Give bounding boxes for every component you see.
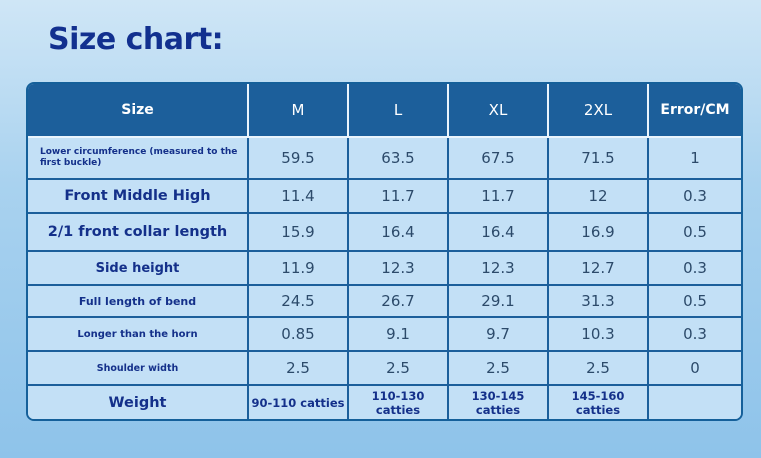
header-m: M	[248, 84, 349, 138]
table-cell: 16.9	[548, 213, 649, 252]
table-cell: 10.3	[548, 317, 649, 352]
row-label: Weight	[28, 385, 249, 419]
table-cell: 0.3	[648, 179, 741, 214]
row-label: Shoulder width	[28, 351, 249, 386]
table-cell: 9.7	[448, 317, 549, 352]
table-cell: 0.5	[648, 285, 741, 318]
table-header-row: Size M L XL 2XL Error/CM	[28, 84, 741, 138]
row-label: 2/1 front collar length	[28, 213, 249, 252]
table-cell: 130-145 catties	[448, 385, 549, 419]
row-label: Full length of bend	[28, 285, 249, 318]
table-cell: 1	[648, 137, 741, 180]
size-chart-table: Size M L XL 2XL Error/CM Lower circumfer…	[26, 82, 743, 421]
table-cell: 0.3	[648, 317, 741, 352]
table-row: 2/1 front collar length 15.9 16.4 16.4 1…	[28, 213, 741, 252]
table-cell: 0.3	[648, 251, 741, 286]
table-row: Front Middle High 11.4 11.7 11.7 12 0.3	[28, 179, 741, 214]
table-row: Full length of bend 24.5 26.7 29.1 31.3 …	[28, 285, 741, 318]
table-cell: 59.5	[248, 137, 349, 180]
table-cell: 12	[548, 179, 649, 214]
table-cell: 0.85	[248, 317, 349, 352]
table-cell: 12.3	[348, 251, 449, 286]
row-label: Longer than the horn	[28, 317, 249, 352]
table-cell: 145-160 catties	[548, 385, 649, 419]
table-cell: 12.3	[448, 251, 549, 286]
row-label: Side height	[28, 251, 249, 286]
table-cell: 24.5	[248, 285, 349, 318]
table-cell: 63.5	[348, 137, 449, 180]
table-cell: 2.5	[348, 351, 449, 386]
table-cell: 31.3	[548, 285, 649, 318]
table-cell	[648, 385, 741, 419]
table-cell: 0	[648, 351, 741, 386]
table-cell: 29.1	[448, 285, 549, 318]
table-cell: 11.7	[448, 179, 549, 214]
page-title: Size chart:	[48, 22, 224, 57]
table-row: Side height 11.9 12.3 12.3 12.7 0.3	[28, 251, 741, 286]
table-row: Shoulder width 2.5 2.5 2.5 2.5 0	[28, 351, 741, 386]
table-cell: 9.1	[348, 317, 449, 352]
row-label: Lower circumference (measured to the fir…	[28, 137, 249, 180]
table-cell: 90-110 catties	[248, 385, 349, 419]
table-cell: 67.5	[448, 137, 549, 180]
table-cell: 110-130 catties	[348, 385, 449, 419]
table-cell: 2.5	[248, 351, 349, 386]
table-cell: 16.4	[448, 213, 549, 252]
table-cell: 26.7	[348, 285, 449, 318]
header-error: Error/CM	[648, 84, 741, 138]
table-cell: 2.5	[548, 351, 649, 386]
table-row: Longer than the horn 0.85 9.1 9.7 10.3 0…	[28, 317, 741, 352]
row-label: Front Middle High	[28, 179, 249, 214]
table-cell: 11.4	[248, 179, 349, 214]
table-cell: 16.4	[348, 213, 449, 252]
table-cell: 0.5	[648, 213, 741, 252]
header-xl: XL	[448, 84, 549, 138]
table-row: Lower circumference (measured to the fir…	[28, 137, 741, 180]
table-cell: 15.9	[248, 213, 349, 252]
table-cell: 11.9	[248, 251, 349, 286]
table-row-weight: Weight 90-110 catties 110-130 catties 13…	[28, 385, 741, 419]
table-cell: 2.5	[448, 351, 549, 386]
header-l: L	[348, 84, 449, 138]
table-cell: 11.7	[348, 179, 449, 214]
header-size: Size	[28, 84, 249, 138]
table-cell: 71.5	[548, 137, 649, 180]
table-cell: 12.7	[548, 251, 649, 286]
header-2xl: 2XL	[548, 84, 649, 138]
